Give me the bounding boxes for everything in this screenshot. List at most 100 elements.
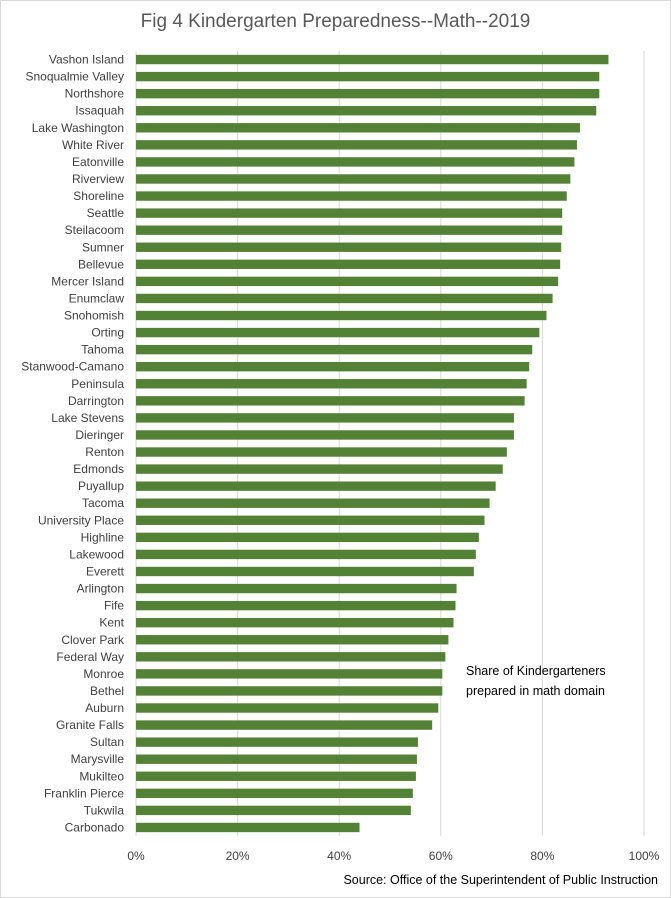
bar: [136, 754, 417, 764]
bar: [136, 310, 547, 321]
bar: [136, 379, 527, 389]
bar: [136, 635, 449, 645]
bar: [136, 788, 413, 799]
bar: [136, 549, 476, 560]
category-label: Enumclaw: [69, 291, 125, 305]
x-tick-label: 80%: [530, 849, 554, 863]
bar: [136, 174, 571, 184]
x-tick-label: 40%: [327, 849, 351, 863]
category-label: Snohomish: [64, 309, 124, 323]
source-note: Source: Office of the Superintendent of …: [343, 873, 658, 887]
category-label: Highline: [81, 530, 125, 544]
category-label: Clover Park: [61, 633, 125, 647]
bar: [136, 703, 439, 713]
bar: [136, 191, 567, 201]
bar: [136, 498, 490, 508]
category-label: Renton: [85, 445, 124, 459]
bar: [136, 822, 360, 833]
category-label: Dieringer: [75, 428, 124, 442]
category-label: Lake Washington: [32, 121, 124, 135]
bar: [136, 600, 456, 611]
bar: [136, 617, 454, 628]
bar: [136, 242, 562, 252]
category-label: Seattle: [87, 206, 125, 220]
category-label: Bethel: [90, 684, 124, 698]
bar: [136, 430, 514, 440]
bar: [136, 771, 416, 781]
category-label: Northshore: [65, 87, 125, 101]
category-label: Sultan: [90, 735, 124, 749]
bar: [136, 327, 540, 338]
x-tick-label: 0%: [127, 849, 145, 863]
bar: [136, 276, 559, 287]
bar: [136, 157, 575, 167]
bar: [136, 396, 525, 406]
category-label: Peninsula: [71, 377, 124, 391]
category-label: Tukwila: [84, 803, 125, 817]
bar: [136, 686, 443, 696]
category-label: Carbonado: [65, 820, 125, 834]
category-label: Lakewood: [69, 547, 124, 561]
category-label: Tacoma: [82, 496, 124, 510]
bar: [136, 464, 503, 474]
category-label: Steilacoom: [65, 223, 124, 237]
category-label: Eatonville: [72, 155, 124, 169]
category-label: Darrington: [68, 394, 124, 408]
category-label: Shoreline: [73, 189, 124, 203]
bar: [136, 123, 580, 133]
category-label: Tahoma: [81, 343, 124, 357]
x-tick-label: 100%: [629, 849, 660, 863]
bar: [136, 293, 553, 304]
category-label: Lake Stevens: [51, 411, 124, 425]
bar: [136, 583, 457, 594]
category-label: Vashon Island: [49, 53, 124, 67]
category-label: Granite Falls: [56, 718, 124, 732]
category-label: Monroe: [83, 667, 124, 681]
category-label: Fife: [104, 599, 124, 613]
category-label: Issaquah: [75, 104, 124, 118]
chart-title: Fig 4 Kindergarten Preparedness--Math--2…: [140, 11, 531, 32]
category-label: Auburn: [85, 701, 124, 715]
category-label: White River: [62, 138, 124, 152]
bar: [136, 447, 507, 457]
category-label: Franklin Pierce: [44, 786, 124, 800]
category-label: Sumner: [82, 240, 124, 254]
category-label: Snoqualmie Valley: [25, 70, 124, 84]
category-label: Kent: [99, 616, 124, 630]
chart-annotation: Share of Kindergarteners prepared in mat…: [466, 661, 666, 701]
bar: [136, 71, 600, 82]
category-label: Bellevue: [78, 257, 124, 271]
bar: [136, 669, 443, 679]
bar: [136, 208, 563, 218]
category-label: Arlington: [77, 582, 124, 596]
category-label: Puyallup: [78, 479, 124, 493]
category-label: Everett: [86, 564, 125, 578]
bar: [136, 225, 563, 235]
x-tick-label: 60%: [429, 849, 453, 863]
bar: [136, 532, 479, 543]
category-label: Orting: [91, 326, 124, 340]
category-label: University Place: [38, 513, 124, 527]
x-tick-label: 20%: [226, 849, 250, 863]
bar: [136, 737, 418, 747]
bar: [136, 413, 514, 423]
category-label: Edmonds: [73, 462, 124, 476]
category-label: Mercer Island: [51, 274, 124, 288]
bar: [136, 566, 474, 577]
bar: [136, 805, 411, 816]
category-label: Mukilteo: [79, 769, 124, 783]
bar: [136, 362, 530, 372]
bar: [136, 54, 609, 65]
bar: [136, 140, 577, 150]
annotation-line-2: prepared in math domain: [466, 684, 605, 698]
bar: [136, 652, 446, 662]
category-label: Marysville: [71, 752, 125, 766]
category-label: Stanwood-Camano: [21, 360, 124, 374]
bar: [136, 106, 597, 116]
annotation-line-1: Share of Kindergarteners: [466, 664, 606, 678]
bar: [136, 88, 600, 99]
bar: [136, 481, 496, 491]
bar: [136, 259, 561, 270]
